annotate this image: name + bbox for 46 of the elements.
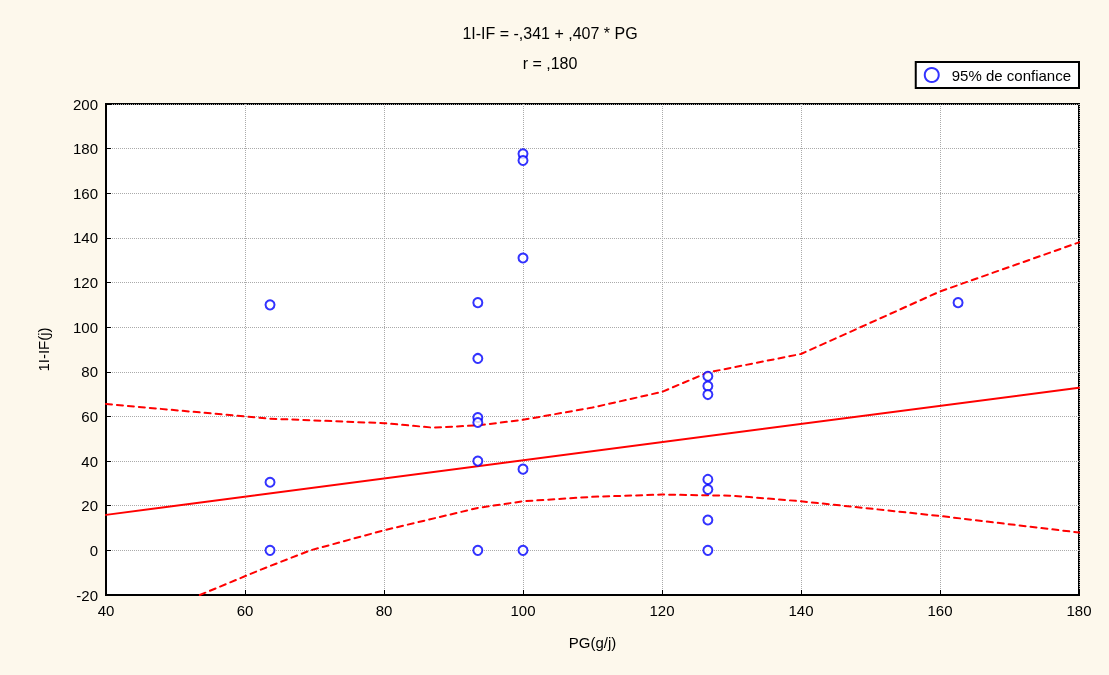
y-tick-label: 200	[72, 95, 98, 113]
y-tick-label: 100	[72, 318, 98, 336]
x-tick-label: 180	[1066, 602, 1092, 619]
point	[472, 455, 484, 467]
x-tick-label: 60	[236, 602, 254, 619]
chart-subtitle: r = ,180	[522, 54, 578, 72]
y-tick-label: 60	[81, 407, 98, 425]
x-tick-label: 160	[927, 602, 953, 619]
point	[264, 544, 276, 556]
point	[264, 476, 276, 488]
y-tick-label: 0	[89, 541, 98, 559]
point	[472, 297, 484, 309]
line-series	[105, 241, 1080, 429]
point	[472, 416, 484, 428]
point	[472, 544, 484, 556]
y-tick-label: 160	[72, 184, 98, 202]
y-tick-label: 120	[72, 274, 98, 292]
x-axis-title: PG(g/j)	[568, 634, 617, 651]
point	[472, 352, 484, 364]
y-tick-label: 80	[81, 363, 98, 381]
x-tick-label: 80	[375, 602, 393, 619]
line-series	[198, 493, 1080, 596]
y-axis-title: 1I-IF(j)	[35, 327, 52, 372]
point	[517, 154, 529, 166]
point	[702, 370, 714, 382]
point	[702, 544, 714, 556]
point	[702, 483, 714, 495]
x-tick-label: 140	[788, 602, 814, 619]
point	[952, 297, 964, 309]
point	[517, 252, 529, 264]
y-tick-label: 20	[81, 497, 98, 515]
chart-title: 1I-IF = -,341 + ,407 * PG	[462, 24, 638, 42]
y-tick-label: 180	[72, 140, 98, 158]
point	[702, 473, 714, 485]
x-tick-label: 100	[510, 602, 536, 619]
y-tick-label: 40	[81, 452, 98, 470]
point	[264, 299, 276, 311]
point	[702, 389, 714, 401]
x-tick-label: 120	[649, 602, 675, 619]
x-tick-label: 40	[97, 602, 115, 619]
y-tick-label: 140	[72, 229, 98, 247]
y-tick-label: -20	[76, 586, 98, 604]
point	[517, 544, 529, 556]
legend-label: 95% de confiance	[951, 66, 1072, 84]
point	[702, 514, 714, 526]
point	[517, 463, 529, 475]
